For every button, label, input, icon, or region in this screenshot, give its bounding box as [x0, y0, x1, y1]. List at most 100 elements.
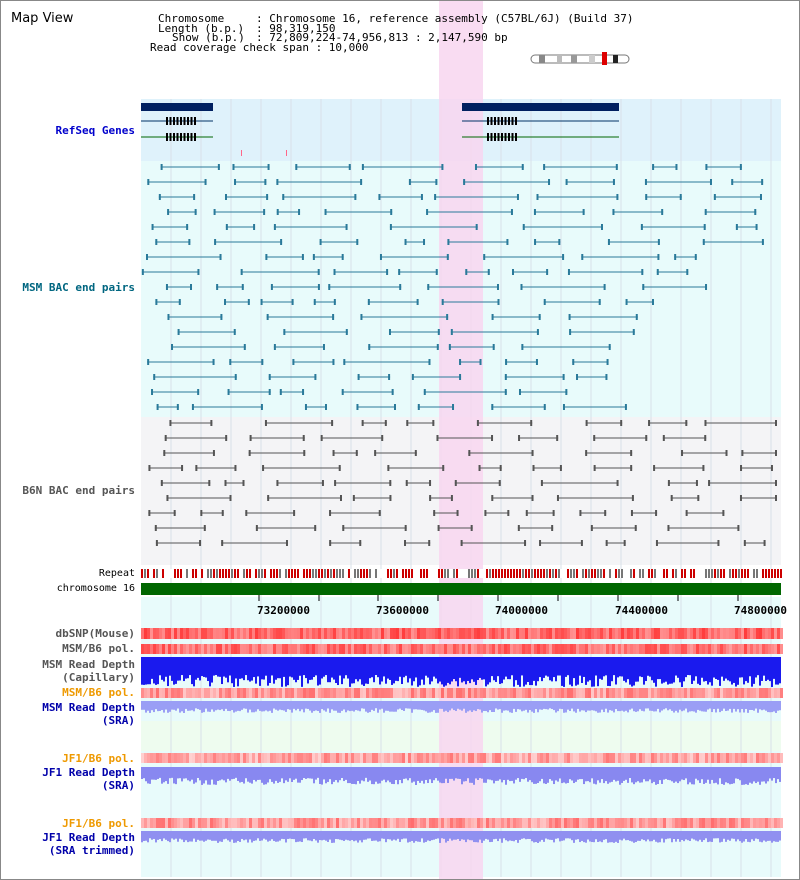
msm-depth-capillary-label[interactable]: MSM Read Depth — [42, 658, 135, 671]
axis-tick-2: 73600000 — [376, 604, 429, 617]
depth-bar — [165, 657, 167, 677]
refseq-genes-label[interactable]: RefSeq Genes — [55, 124, 135, 137]
depth-bar — [729, 657, 731, 682]
bac-end — [356, 239, 359, 245]
depth-bar — [537, 831, 539, 843]
depth-bar — [315, 657, 317, 676]
depth-bar — [455, 701, 457, 712]
heat-cell — [579, 644, 582, 654]
depth-bar — [197, 831, 199, 840]
heat-cell — [636, 753, 639, 763]
msm-b6-pol-label-2[interactable]: MSM/B6 pol. — [62, 686, 135, 699]
jf1-b6-pol-label-1[interactable]: JF1/B6 pol. — [62, 752, 135, 765]
depth-bar — [583, 701, 585, 711]
repeat-mark — [339, 569, 341, 578]
depth-bar — [565, 657, 567, 677]
heat-cell — [402, 688, 405, 698]
heat-cell — [498, 688, 501, 698]
depth-bar — [175, 657, 177, 684]
msm-b6-pol-label-1[interactable]: MSM/B6 pol. — [62, 642, 135, 655]
depth-bar — [659, 657, 661, 680]
b6n-end — [524, 540, 527, 546]
heat-cell — [762, 818, 765, 828]
bac-end — [569, 329, 572, 335]
ideogram-band — [539, 55, 545, 63]
depth-bar — [407, 701, 409, 709]
heat-cell — [534, 688, 537, 698]
depth-bar — [513, 767, 515, 784]
jf1-b6-pol-label-2[interactable]: JF1/B6 pol. — [62, 817, 135, 830]
depth-bar — [295, 767, 297, 779]
heat-cell — [465, 818, 468, 828]
b6n-end — [667, 480, 670, 486]
heat-cell — [720, 644, 723, 654]
depth-bar — [239, 767, 241, 783]
repeat-mark — [516, 569, 518, 578]
heat-cell — [519, 628, 522, 639]
repeat-mark — [621, 569, 623, 578]
heat-cell — [324, 628, 327, 639]
heat-cell — [570, 628, 573, 639]
heat-cell — [753, 688, 756, 698]
depth-bar — [519, 831, 521, 840]
heat-cell — [267, 753, 270, 763]
bac-end — [193, 194, 196, 200]
heat-cell — [720, 753, 723, 763]
depth-bar — [591, 657, 593, 687]
depth-bar — [431, 767, 433, 784]
jf1-depth-sra-label[interactable]: JF1 Read Depth — [42, 766, 135, 779]
depth-bar — [247, 831, 249, 843]
heat-cell — [270, 753, 273, 763]
msm-depth-sra-label[interactable]: MSM Read Depth — [42, 701, 135, 714]
depth-bar — [499, 767, 501, 780]
depth-bar — [369, 831, 371, 839]
repeat-mark — [300, 569, 302, 578]
heat-cell — [210, 644, 213, 654]
depth-bar — [717, 701, 719, 709]
heat-cell — [708, 818, 711, 828]
b6n-end — [470, 525, 473, 531]
repeat-mark — [402, 569, 404, 578]
heat-cell — [456, 753, 459, 763]
heat-cell — [525, 628, 528, 639]
depth-bar — [497, 767, 499, 781]
heat-cell — [735, 753, 738, 763]
jf1-depth-trim-label[interactable]: JF1 Read Depth — [42, 831, 135, 844]
depth-bar — [253, 831, 255, 841]
bac-end — [388, 374, 391, 380]
depth-bar — [241, 657, 243, 679]
depth-bar — [257, 767, 259, 780]
dbsnp-label[interactable]: dbSNP(Mouse) — [55, 627, 135, 640]
depth-bar — [325, 767, 327, 784]
heat-cell — [366, 818, 369, 828]
heat-cell — [426, 818, 429, 828]
depth-bar — [775, 767, 777, 784]
depth-bar — [643, 657, 645, 685]
depth-bar — [357, 831, 359, 843]
heat-cell — [339, 628, 342, 639]
bac-end — [608, 344, 611, 350]
bac-end — [155, 239, 158, 245]
depth-bar — [151, 767, 153, 780]
exon — [194, 117, 196, 125]
depth-bar — [189, 831, 191, 842]
msm-bac-label[interactable]: MSM BAC end pairs — [22, 281, 135, 294]
repeat-mark — [207, 569, 209, 578]
bac-end — [216, 284, 219, 290]
depth-bar — [203, 657, 205, 677]
depth-bar — [393, 767, 395, 785]
depth-bar — [225, 657, 227, 678]
depth-bar — [223, 767, 225, 781]
ideogram-band — [589, 55, 595, 63]
heat-cell — [654, 628, 657, 639]
bac-end — [388, 329, 391, 335]
repeat-mark — [591, 569, 593, 578]
depth-bar — [315, 767, 317, 780]
depth-bar — [273, 657, 275, 684]
heat-cell — [198, 818, 201, 828]
b6n-bac-label[interactable]: B6N BAC end pairs — [22, 484, 135, 497]
heat-cell — [759, 753, 762, 763]
depth-bar — [251, 767, 253, 784]
bac-end — [282, 194, 285, 200]
heat-cell — [216, 753, 219, 763]
